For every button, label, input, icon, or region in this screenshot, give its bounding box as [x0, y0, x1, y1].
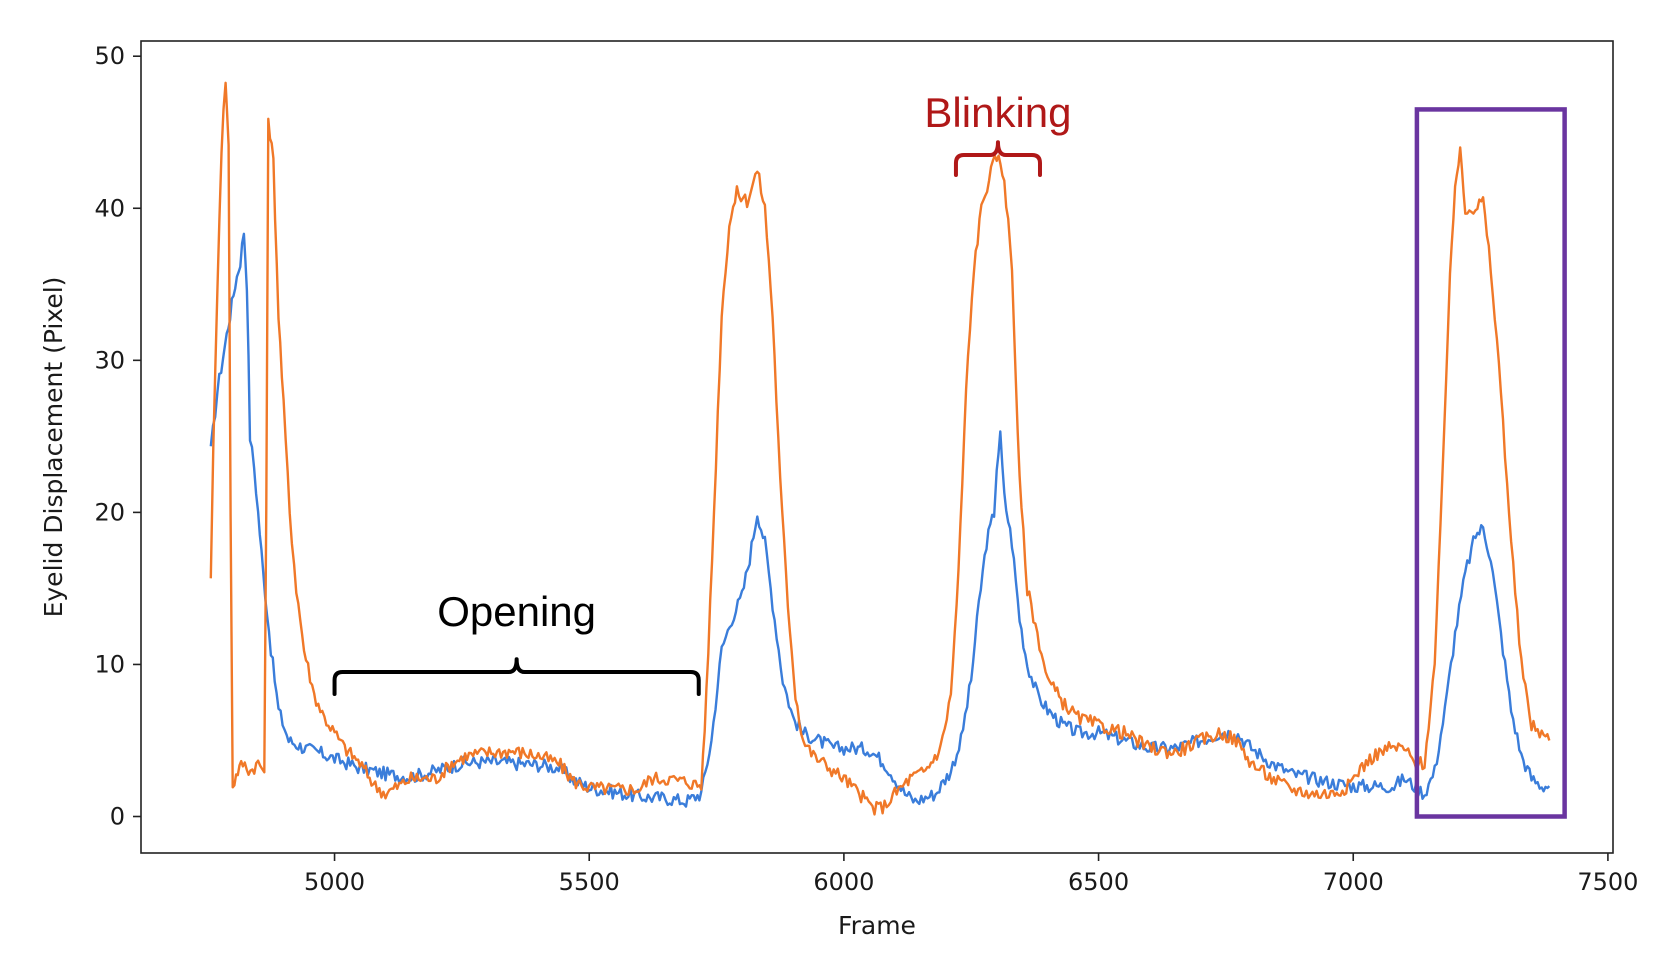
plot-frame — [140, 40, 1614, 854]
blinking-label: Blinking — [924, 89, 1071, 136]
x-tick-label: 6000 — [813, 868, 874, 896]
x-axis-ticks: 5000 5500 6000 6500 7000 7500 — [304, 853, 1638, 896]
y-axis-label: Eyelid Displacement (Pixel) — [39, 277, 68, 618]
x-tick-label: 5000 — [304, 868, 365, 896]
y-tick-label: 0 — [110, 803, 125, 831]
highlight-box — [1414, 107, 1567, 819]
y-tick-label: 20 — [94, 498, 125, 526]
y-tick-label: 10 — [94, 650, 125, 678]
opening-label: Opening — [437, 588, 596, 635]
annotation-layer: Opening Blinking — [332, 89, 1567, 819]
series-line-2 — [209, 81, 1551, 816]
x-axis-label: Frame — [838, 911, 916, 940]
x-tick-label: 5500 — [559, 868, 620, 896]
blinking-bracket — [953, 140, 1042, 178]
y-tick-label: 50 — [94, 42, 125, 70]
x-tick-label: 6500 — [1068, 868, 1129, 896]
series-layer — [209, 81, 1551, 816]
opening-bracket — [332, 657, 701, 697]
y-tick-label: 40 — [94, 194, 125, 222]
y-axis-ticks: 0 10 20 30 40 50 — [94, 42, 141, 831]
x-tick-label: 7500 — [1577, 868, 1638, 896]
x-tick-label: 7000 — [1323, 868, 1384, 896]
y-tick-label: 30 — [94, 346, 125, 374]
series-line-1 — [209, 232, 1551, 808]
